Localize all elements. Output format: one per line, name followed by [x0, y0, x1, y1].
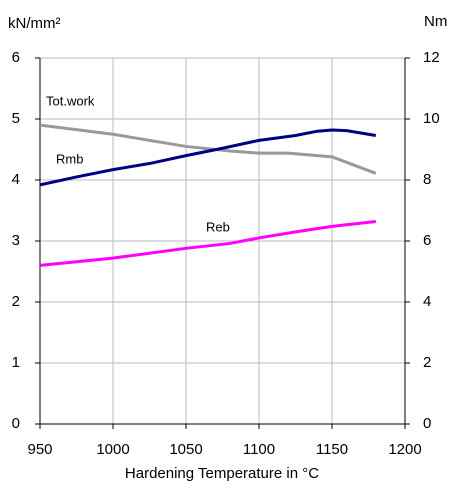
y2-tick-label: 10	[423, 110, 440, 127]
series-line	[39, 123, 377, 175]
x-tick-label: 1150	[316, 441, 348, 458]
y2-axis-label: Nm	[424, 13, 447, 30]
x-axis-label: Hardening Temperature in °C	[125, 465, 319, 482]
series-label: Tot.work	[46, 93, 95, 108]
y-tick-label: 4	[12, 171, 20, 188]
y2-tick-label: 8	[423, 171, 431, 188]
x-tick-label: 1200	[388, 441, 421, 458]
series-label: Rmb	[56, 151, 83, 166]
y2-tick-label: 2	[423, 354, 431, 371]
x-tick-label: 1100	[243, 441, 275, 458]
x-tick-label: 1000	[96, 441, 129, 458]
x-tick-label: 950	[27, 441, 52, 458]
y-tick-label: 5	[12, 110, 20, 127]
series-line	[39, 128, 377, 187]
y2-tick-label: 6	[423, 232, 431, 249]
y-axis-label: kN/mm²	[8, 15, 61, 32]
y-tick-label: 1	[12, 354, 20, 371]
y-tick-label: 0	[12, 415, 20, 432]
y-tick-label: 6	[12, 49, 20, 66]
y-tick-label: 3	[12, 232, 20, 249]
x-tick-label: 1050	[169, 441, 202, 458]
series-line	[39, 219, 376, 267]
y-tick-label: 2	[12, 293, 20, 310]
y2-tick-label: 0	[423, 415, 431, 432]
y2-tick-label: 4	[423, 293, 431, 310]
series-label: Reb	[206, 219, 230, 234]
y2-tick-label: 12	[423, 49, 440, 66]
